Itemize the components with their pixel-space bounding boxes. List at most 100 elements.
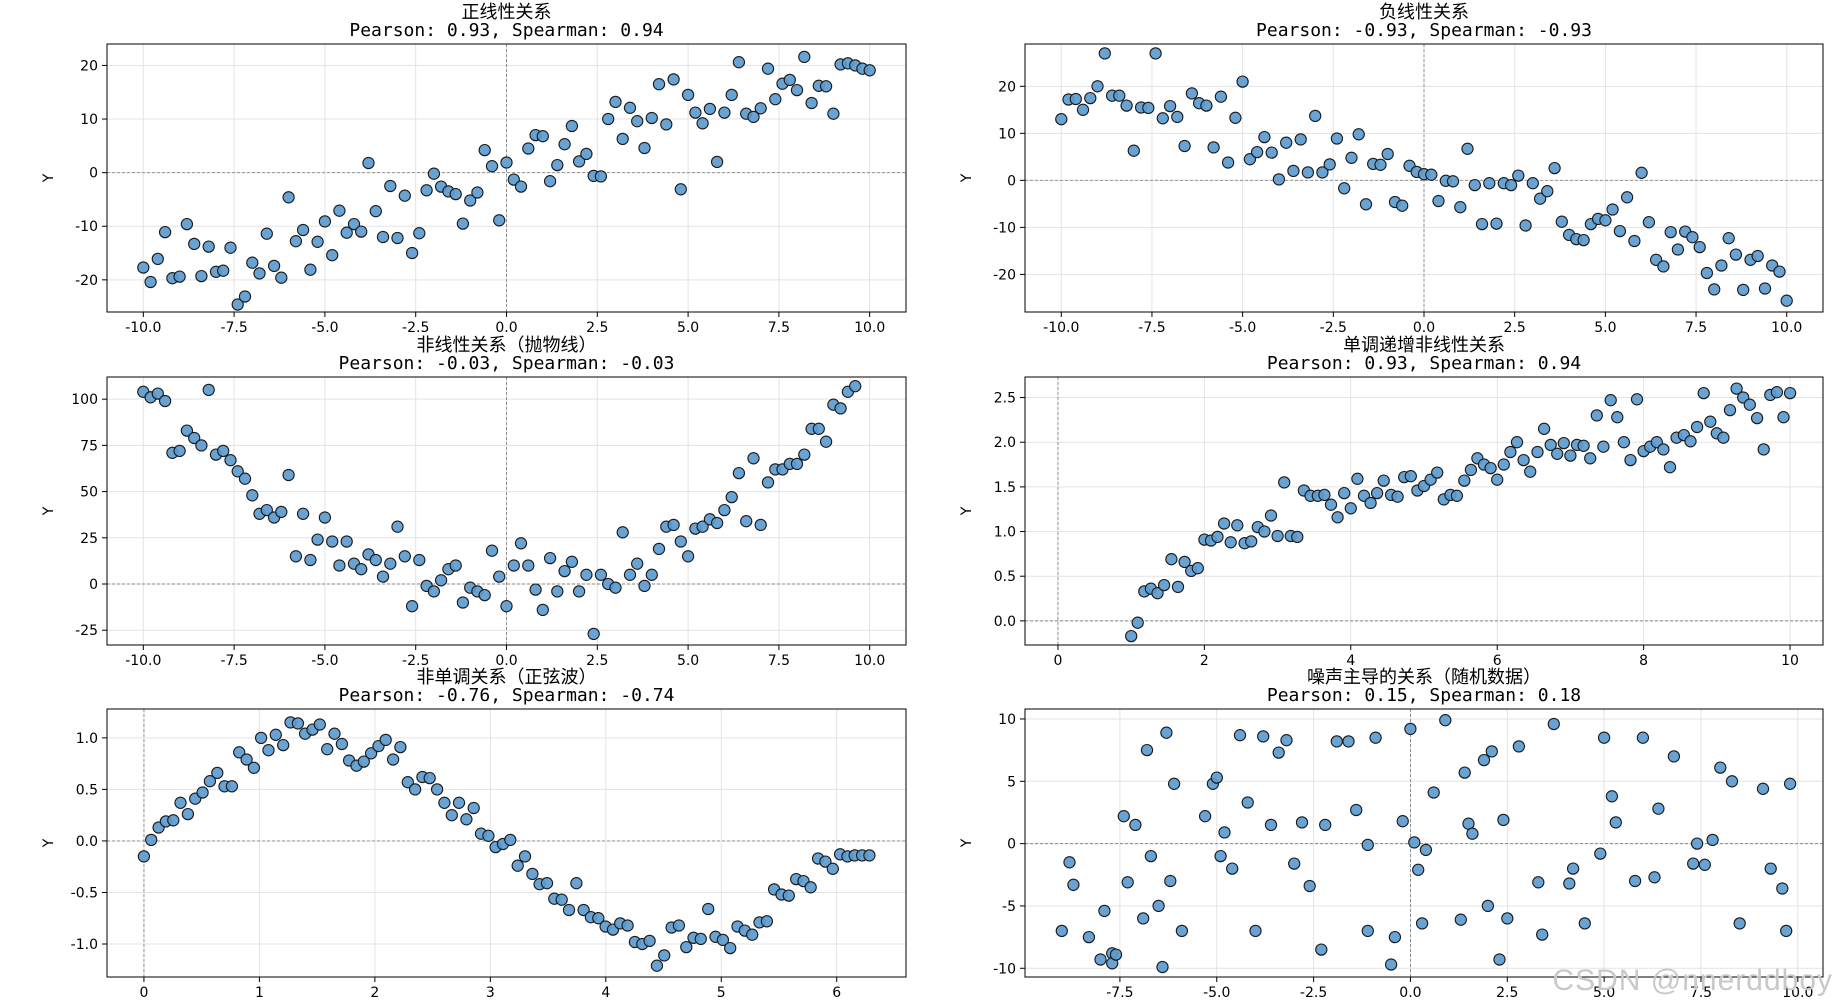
data-point bbox=[1715, 259, 1728, 272]
data-point bbox=[1617, 436, 1631, 449]
data-point bbox=[674, 183, 687, 196]
data-point bbox=[1599, 214, 1612, 227]
data-point bbox=[504, 833, 517, 847]
chart-subtitle: Pearson: -0.93, Spearman: -0.93 bbox=[1256, 20, 1592, 41]
x-tick-label: -10.0 bbox=[125, 653, 161, 669]
data-point bbox=[254, 731, 268, 745]
data-point bbox=[681, 550, 695, 563]
data-point bbox=[819, 855, 832, 868]
data-point bbox=[1628, 874, 1642, 888]
y-tick-label: -10 bbox=[993, 220, 1016, 236]
data-point bbox=[1510, 436, 1524, 449]
data-point bbox=[1287, 164, 1300, 178]
data-point bbox=[1722, 232, 1735, 245]
data-point bbox=[1597, 731, 1611, 744]
y-axis-label: Y bbox=[41, 506, 57, 516]
data-point bbox=[1323, 158, 1336, 171]
data-point bbox=[623, 568, 637, 581]
data-point bbox=[1725, 775, 1739, 788]
data-point bbox=[304, 553, 317, 567]
data-point bbox=[1137, 912, 1150, 925]
data-point bbox=[1142, 101, 1155, 115]
data-point bbox=[1663, 461, 1677, 474]
data-point bbox=[173, 270, 186, 283]
x-tick-label: 2.5 bbox=[1496, 985, 1518, 1001]
data-point bbox=[246, 256, 259, 269]
scatter-points bbox=[137, 716, 876, 972]
data-point bbox=[1330, 132, 1344, 145]
data-point bbox=[660, 118, 673, 131]
data-point bbox=[1125, 629, 1138, 643]
data-point bbox=[289, 550, 303, 563]
data-point bbox=[247, 761, 261, 774]
data-point bbox=[1770, 386, 1784, 399]
data-point bbox=[427, 585, 441, 598]
data-point bbox=[196, 786, 209, 799]
x-tick-label: 2.5 bbox=[1504, 320, 1526, 336]
data-point bbox=[1369, 731, 1382, 744]
x-tick-label: -5.0 bbox=[1203, 985, 1230, 1001]
data-point bbox=[391, 520, 404, 533]
data-point bbox=[355, 225, 368, 238]
data-point bbox=[384, 557, 397, 570]
data-point bbox=[594, 568, 608, 581]
x-tick-label: 5.0 bbox=[1594, 320, 1616, 336]
data-point bbox=[798, 50, 811, 64]
data-point bbox=[1178, 555, 1191, 569]
data-point bbox=[1381, 147, 1394, 161]
data-point bbox=[1303, 879, 1316, 893]
data-point bbox=[769, 93, 782, 106]
y-tick-label: 0.0 bbox=[994, 614, 1016, 630]
data-point bbox=[1733, 917, 1746, 930]
data-point bbox=[1067, 878, 1080, 891]
data-point bbox=[514, 180, 528, 193]
x-tick-label: -7.5 bbox=[220, 320, 247, 336]
data-point bbox=[680, 940, 693, 954]
y-tick-label: -10 bbox=[75, 219, 98, 235]
data-point bbox=[1063, 856, 1076, 869]
x-tick-label: 0.0 bbox=[1399, 985, 1421, 1001]
data-point bbox=[580, 147, 593, 161]
data-point bbox=[1524, 465, 1537, 478]
data-point bbox=[1210, 771, 1223, 784]
data-point bbox=[1512, 740, 1526, 753]
data-point bbox=[1750, 411, 1764, 425]
data-point bbox=[449, 559, 462, 572]
data-point bbox=[555, 893, 568, 906]
data-point bbox=[1316, 166, 1329, 179]
data-point bbox=[430, 783, 444, 796]
y-tick-label: 1.5 bbox=[994, 480, 1016, 496]
y-tick-label: 1.0 bbox=[994, 525, 1016, 541]
y-axis-label: Y bbox=[41, 173, 57, 183]
data-point bbox=[1226, 862, 1239, 875]
data-point bbox=[1564, 449, 1577, 462]
data-point bbox=[1555, 215, 1568, 228]
x-tick-label: -10.0 bbox=[1043, 320, 1079, 336]
data-point bbox=[1490, 217, 1503, 230]
data-point bbox=[1475, 217, 1489, 231]
data-point bbox=[1415, 917, 1429, 930]
data-point bbox=[1109, 948, 1123, 961]
data-point bbox=[1167, 777, 1181, 790]
data-point bbox=[1120, 99, 1133, 112]
data-point bbox=[225, 780, 239, 793]
data-point bbox=[471, 186, 484, 199]
scatter-points bbox=[137, 50, 876, 311]
data-point bbox=[761, 476, 775, 489]
data-point bbox=[522, 142, 535, 155]
data-point bbox=[790, 83, 804, 97]
x-tick-label: 7.5 bbox=[768, 653, 790, 669]
data-point bbox=[1780, 294, 1793, 307]
y-tick-label: 75 bbox=[80, 438, 98, 454]
data-point bbox=[493, 570, 506, 583]
data-point bbox=[456, 217, 470, 230]
y-tick-label: 100 bbox=[71, 392, 98, 408]
y-tick-label: 10 bbox=[80, 112, 98, 128]
data-point bbox=[754, 518, 767, 532]
y-tick-label: 25 bbox=[80, 531, 98, 547]
data-point bbox=[137, 261, 150, 274]
data-point bbox=[782, 889, 795, 902]
y-axis-label: Y bbox=[41, 838, 57, 848]
data-point bbox=[423, 771, 436, 785]
data-point bbox=[1294, 133, 1307, 146]
